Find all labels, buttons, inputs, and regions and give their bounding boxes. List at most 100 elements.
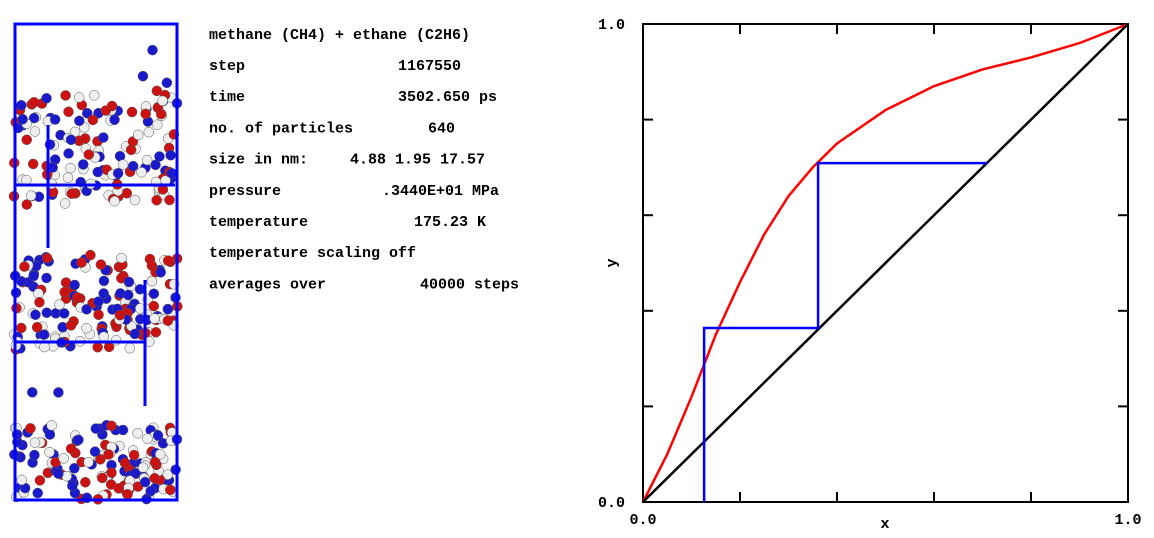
particle [143,126,155,138]
particle [123,276,135,288]
particle [60,90,71,101]
particle [150,327,162,338]
particle [106,467,117,478]
particle [92,341,103,353]
particle [136,167,147,178]
y-tick-label: 0.0 [598,495,625,512]
particle [151,85,163,97]
particle [127,160,139,172]
particle [25,190,37,201]
y-tick-label: 1.0 [598,17,625,34]
particle [30,309,41,320]
particle [83,456,94,468]
particle [76,257,87,268]
particle [49,114,61,125]
particle [85,249,96,261]
particle [41,272,52,284]
particle [39,341,50,353]
particle [149,313,160,324]
particle [164,194,175,206]
particle [46,420,57,431]
particle [16,474,28,486]
particle [132,129,144,141]
particle [148,288,160,300]
particle [17,113,28,125]
info-value: 3502.650 ps [398,89,497,106]
particle [162,255,174,266]
particle [16,100,27,111]
particle [117,159,129,170]
particle [79,133,91,144]
particle [29,449,40,461]
info-title: methane (CH4) + ethane (C2H6) [209,27,470,44]
particle [29,126,41,137]
particle [95,454,106,465]
particle [137,70,149,82]
particle [34,297,45,308]
particle [27,387,38,398]
particle [65,162,76,174]
particle [116,252,127,264]
particle [73,434,84,446]
particle [54,299,65,310]
particle [152,119,163,131]
simulation-view [8,44,183,505]
particle [25,423,36,434]
particle [28,112,40,124]
info-value: .3440E+01 MPa [382,183,499,200]
particle [65,443,77,454]
particle [65,320,77,331]
particle [141,154,153,166]
info-value: 40000 steps [420,276,519,293]
particle [16,322,27,334]
particle [129,328,141,340]
particle [126,106,138,118]
particle [129,194,141,206]
particle [63,106,74,118]
particle [123,289,134,301]
particle [69,463,80,474]
particle [81,322,92,334]
particle [146,275,158,287]
particle [97,472,108,484]
particle [74,115,85,127]
particle [110,335,122,346]
particle [81,304,92,315]
info-value: 175.23 K [414,214,486,231]
particle [80,477,91,488]
particle [44,139,56,150]
info-label: temperature [209,214,308,231]
particle [128,449,140,461]
particle [100,105,111,116]
particle [41,252,53,264]
particle [38,329,50,340]
particle [162,315,174,326]
info-label: time [209,89,245,106]
particle [34,475,46,486]
particle [148,300,160,312]
particle [95,259,107,270]
particle [63,148,74,159]
particle [109,114,120,125]
particle [69,279,80,291]
particle [114,309,126,321]
particle [78,159,89,170]
particle [119,457,131,469]
x-axis-label: x [880,516,889,533]
particle [58,453,69,464]
particle [93,296,104,307]
particle [98,288,109,299]
particle [124,342,136,354]
particle [32,487,43,499]
particle [59,198,71,209]
x-tick-label: 0.0 [629,512,656,529]
particle [154,449,166,460]
particle [149,456,161,468]
particle [28,97,40,108]
particle [67,480,78,492]
particle [41,307,52,318]
info-label: size in nm: [209,152,308,169]
particle [106,420,117,432]
